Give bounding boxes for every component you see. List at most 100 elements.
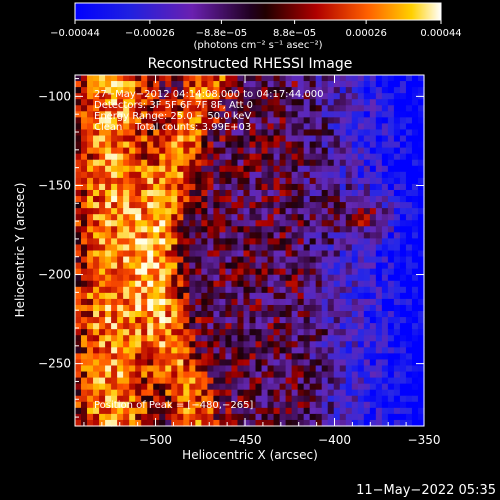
heatmap-cell [177,329,184,336]
heatmap-cell [249,141,257,149]
heatmap-cell [399,377,407,385]
heatmap-cell [399,413,407,421]
heatmap-cell [111,419,118,427]
heatmap-cell [75,359,82,367]
heatmap-cell [363,335,371,342]
heatmap-cell [177,262,184,270]
heatmap-cell [225,329,233,336]
heatmap-cell [165,383,172,391]
heatmap-cell [345,389,353,397]
heatmap-cell [81,274,88,282]
heatmap-cell [225,347,233,354]
heatmap-cell [285,87,293,94]
heatmap-cell [303,147,311,155]
heatmap-cell [195,177,202,185]
heatmap-cell [303,347,311,354]
heatmap-cell [171,292,178,300]
heatmap-cell [105,395,112,403]
heatmap-cell [129,280,136,288]
heatmap-cell [117,226,124,233]
heatmap-cell [201,165,208,173]
heatmap-cell [219,304,227,312]
heatmap-cell [249,280,257,288]
heatmap-cell [333,268,341,276]
heatmap-cell [255,341,263,348]
heatmap-cell [129,93,136,100]
heatmap-cell [81,165,88,173]
heatmap-cell [225,232,233,239]
heatmap-cell [123,268,130,276]
heatmap-cell [147,262,154,270]
heatmap-cell [243,87,251,94]
heatmap-cell [189,165,196,173]
heatmap-cell [213,208,221,215]
heatmap-cell [393,298,401,306]
heatmap-cell [201,347,208,354]
heatmap-cell [147,177,154,185]
heatmap-cell [75,117,82,125]
heatmap-cell [231,304,239,312]
heatmap-cell [285,262,293,270]
heatmap-cell [273,111,281,118]
heatmap-cell [153,407,160,415]
heatmap-cell [111,256,118,264]
heatmap-cell [111,220,118,227]
heatmap-cell [255,244,263,252]
heatmap-cell [87,407,94,415]
heatmap-cell [93,371,100,379]
heatmap-cell [189,93,196,100]
heatmap-cell [315,87,323,94]
heatmap-cell [405,292,413,300]
heatmap-cell [327,117,335,125]
heatmap-cell [207,413,214,421]
heatmap-cell [87,395,94,403]
heatmap-cell [111,244,118,252]
heatmap-cell [135,280,142,288]
heatmap-cell [381,214,389,221]
heatmap-cell [99,365,106,373]
heatmap-cell [117,129,124,137]
heatmap-cell [105,159,112,167]
heatmap-cell [183,311,190,318]
heatmap-cell [177,238,184,246]
heatmap-cell [297,238,305,246]
heatmap-cell [315,165,323,173]
heatmap-cell [213,111,221,118]
heatmap-cell [153,244,160,252]
heatmap-cell [87,262,94,270]
heatmap-cell [327,286,335,294]
heatmap-cell [363,401,371,409]
heatmap-cell [177,317,184,324]
heatmap-cell [393,177,401,185]
heatmap-cell [177,202,184,209]
heatmap-cell [399,347,407,354]
heatmap-cell [309,214,317,221]
heatmap-cell [207,141,214,149]
heatmap-cell [381,292,389,300]
heatmap-cell [387,87,395,94]
heatmap-cell [231,189,239,197]
heatmap-cell [249,244,257,252]
heatmap-cell [171,214,178,221]
heatmap-cell [219,262,227,270]
heatmap-cell [207,238,214,246]
heatmap-cell [357,183,365,191]
heatmap-cell [219,183,227,191]
heatmap-cell [399,141,407,149]
heatmap-cell [345,93,353,100]
heatmap-cell [261,341,269,348]
heatmap-cell [165,298,172,306]
heatmap-cell [393,171,401,179]
heatmap-cell [75,99,82,106]
heatmap-cell [273,171,281,179]
heatmap-cell [219,250,227,258]
heatmap-cell [165,165,172,173]
heatmap-cell [255,196,263,203]
heatmap-cell [333,202,341,209]
heatmap-cell [243,304,251,312]
heatmap-cell [123,117,130,125]
heatmap-cell [291,232,299,239]
heatmap-cell [117,81,124,88]
heatmap-cell [189,87,196,94]
heatmap-cell [123,256,130,264]
